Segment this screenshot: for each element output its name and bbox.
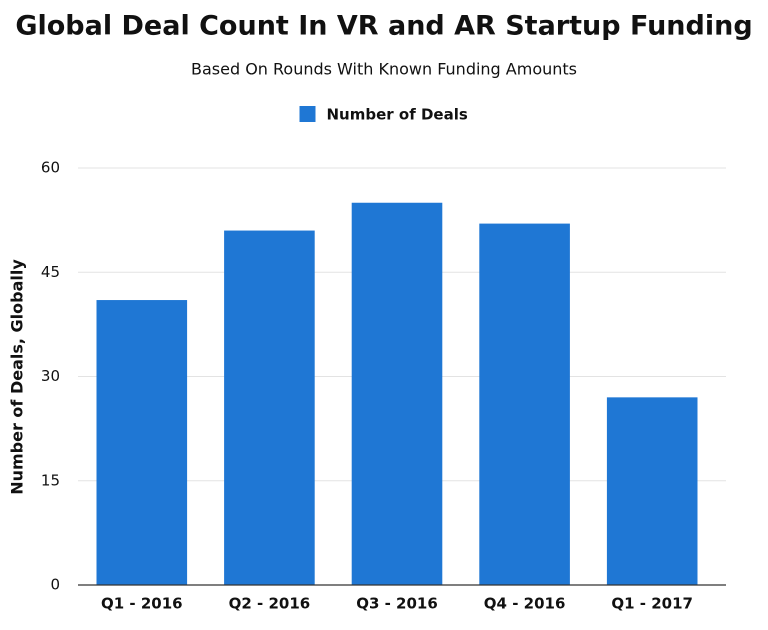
legend-label: Number of Deals	[327, 106, 468, 124]
bar	[606, 397, 698, 585]
x-tick-label: Q1 - 2017	[611, 595, 693, 613]
y-tick-label: 60	[41, 159, 60, 177]
bar	[351, 202, 443, 585]
chart-subtitle: Based On Rounds With Known Funding Amoun…	[191, 60, 577, 79]
x-tick-label: Q2 - 2016	[229, 595, 311, 613]
y-tick-label: 0	[50, 576, 60, 594]
x-tick-label: Q3 - 2016	[356, 595, 438, 613]
bar	[479, 223, 570, 585]
y-tick-label: 45	[41, 263, 60, 281]
y-tick-label: 15	[41, 471, 60, 489]
bar	[96, 300, 188, 585]
x-tick-label: Q1 - 2016	[101, 595, 183, 613]
chart-title: Global Deal Count In VR and AR Startup F…	[15, 11, 752, 42]
x-tick-label: Q4 - 2016	[484, 595, 566, 613]
y-tick-label: 30	[41, 367, 60, 385]
legend-swatch	[299, 106, 316, 122]
y-axis-label: Number of Deals, Globally	[8, 259, 27, 495]
bar	[224, 230, 315, 586]
